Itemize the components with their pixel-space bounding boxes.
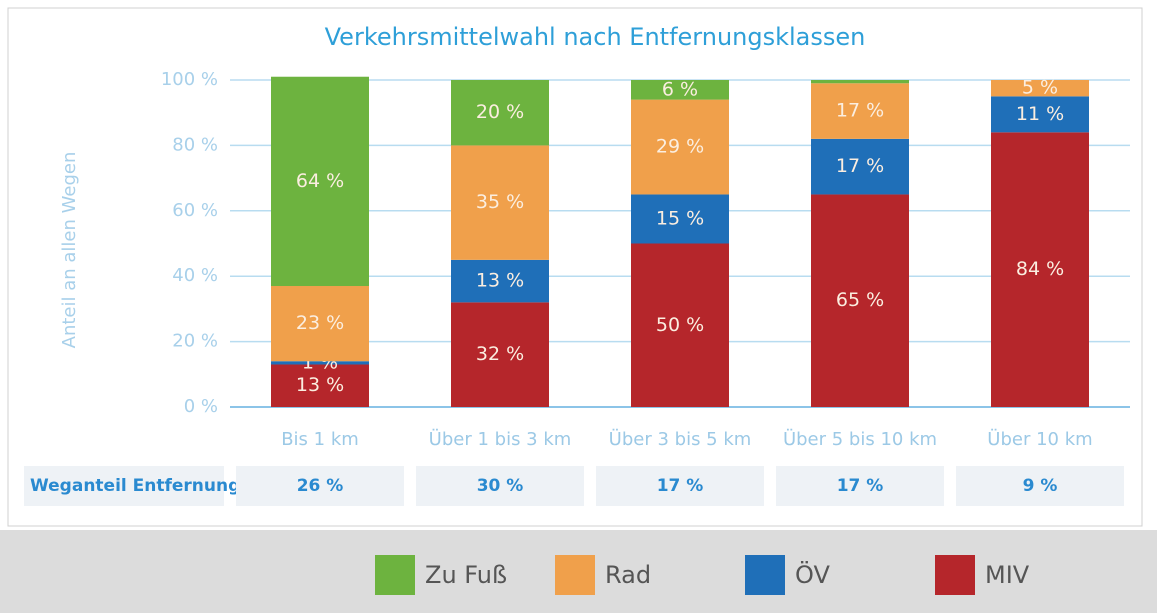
data-label: 84 % <box>1016 258 1064 280</box>
x-tick-label: Über 3 bis 5 km <box>609 428 752 450</box>
row-label: Weganteil Entfernung <box>30 476 240 496</box>
bar-segment <box>451 145 549 260</box>
data-label: 29 % <box>656 136 704 158</box>
data-label: 50 % <box>656 314 704 336</box>
x-tick-label: Bis 1 km <box>281 429 359 450</box>
y-tick-label: 40 % <box>172 265 218 286</box>
y-tick-label: 100 % <box>161 69 218 90</box>
bar-segment <box>451 302 549 407</box>
bar-segment <box>991 80 1089 97</box>
bar-segment <box>811 83 909 139</box>
y-axis-label: Anteil an allen Wegen <box>59 152 80 349</box>
bar-segment <box>271 361 369 365</box>
table-cell <box>956 466 1124 506</box>
bar-segment <box>991 96 1089 133</box>
legend-swatch <box>375 555 415 595</box>
bar-segment <box>811 194 909 407</box>
bar-segment <box>811 138 909 195</box>
bar-segment <box>631 99 729 195</box>
x-tick-label: Über 10 km <box>987 428 1092 450</box>
legend-swatch <box>745 555 785 595</box>
bar-segment <box>271 286 369 362</box>
table-cell <box>236 466 404 506</box>
data-label: 11 % <box>1016 103 1064 125</box>
x-tick-label: Über 5 bis 10 km <box>783 428 937 450</box>
chart-title: Verkehrsmittelwahl nach Entfernungsklass… <box>325 23 866 51</box>
table-value: 17 % <box>837 476 884 496</box>
data-label: 5 % <box>1022 77 1058 99</box>
bar-segment <box>631 194 729 244</box>
table-value: 9 % <box>1023 476 1058 496</box>
legend-label: ÖV <box>795 560 830 589</box>
y-tick-label: 60 % <box>172 200 218 221</box>
legend-swatch <box>935 555 975 595</box>
bar-segment <box>991 132 1089 407</box>
bar-segment <box>631 243 729 407</box>
y-tick-label: 80 % <box>172 134 218 155</box>
legend-label: Rad <box>605 561 651 589</box>
data-label: 32 % <box>476 343 524 365</box>
data-label: 17 % <box>836 100 884 122</box>
data-label: 65 % <box>836 289 884 311</box>
table-cell <box>416 466 584 506</box>
table-cell <box>776 466 944 506</box>
data-label: 13 % <box>476 270 524 292</box>
table-cell <box>596 466 764 506</box>
data-label: 64 % <box>296 170 344 192</box>
chart-panel <box>7 7 1143 527</box>
legend-label: MIV <box>985 561 1030 589</box>
bar-segment <box>451 80 549 146</box>
y-tick-label: 0 % <box>184 396 218 417</box>
table-value: 26 % <box>297 476 344 496</box>
data-label: 13 % <box>296 374 344 396</box>
x-tick-label: Über 1 bis 3 km <box>429 428 572 450</box>
bar-segment <box>271 364 369 407</box>
data-label: 35 % <box>476 191 524 213</box>
table-value: 30 % <box>477 476 524 496</box>
data-label: 23 % <box>296 312 344 334</box>
legend-swatch <box>555 555 595 595</box>
data-label: 17 % <box>836 155 884 177</box>
data-label: 15 % <box>656 207 704 229</box>
bar-segment <box>451 259 549 303</box>
table-value: 17 % <box>657 476 704 496</box>
bar-segment <box>271 76 369 287</box>
bar-segment <box>811 80 909 84</box>
legend-label: Zu Fuß <box>425 561 507 589</box>
data-label: 20 % <box>476 101 524 123</box>
table-label-cell <box>24 466 224 506</box>
y-tick-label: 20 % <box>172 331 218 352</box>
bar-segment <box>631 80 729 100</box>
data-label: 6 % <box>662 78 698 100</box>
